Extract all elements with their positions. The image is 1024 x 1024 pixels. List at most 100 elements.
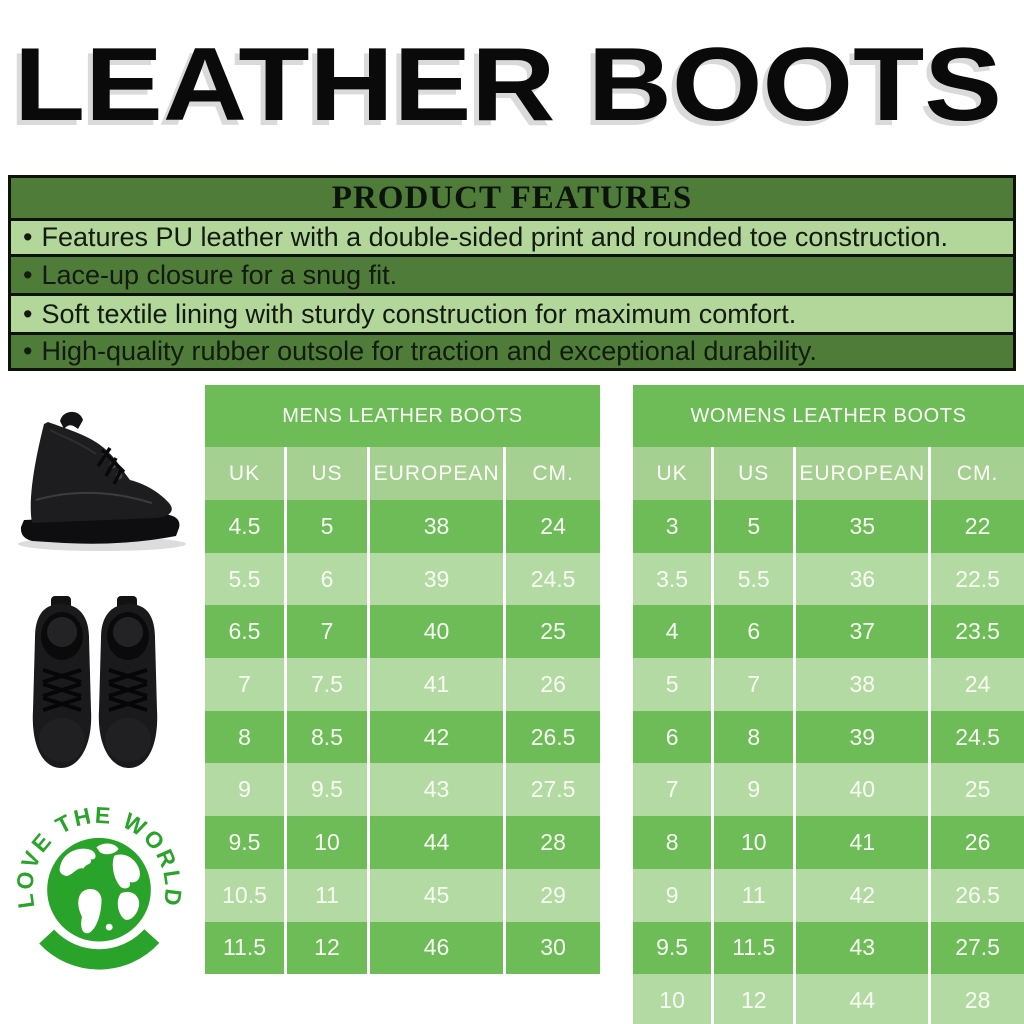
bullet-icon: • (23, 336, 33, 366)
size-cell: 8 (711, 710, 793, 764)
size-table-womens: WOMENS LEATHER BOOTS UK US EUROPEAN CM. … (633, 385, 1024, 1024)
size-cell: 41 (366, 658, 503, 711)
size-row: 7 9 40 25 (633, 763, 1024, 817)
size-cell: 39 (793, 710, 928, 764)
features-section: PRODUCT FEATURES • Features PU leather w… (8, 175, 1016, 371)
size-cell: 9.5 (228, 828, 261, 855)
features-title: PRODUCT FEATURES (11, 178, 1013, 218)
size-cell: 46 (366, 921, 503, 975)
column-header: UK (656, 461, 688, 485)
column-header: US (284, 447, 367, 500)
size-cell: 39 (366, 552, 503, 606)
globe-icon (47, 837, 151, 942)
size-cell: 24 (503, 500, 600, 553)
size-cell: 5.5 (228, 565, 261, 592)
size-cell: 24.5 (928, 710, 1024, 764)
logo-ring (17, 806, 181, 970)
size-cell: 6 (711, 605, 793, 659)
size-cell: 28 (503, 816, 600, 869)
size-cell: 9 (238, 776, 251, 803)
size-row: 3 5 35 22 (633, 500, 1024, 553)
size-cell: 7.5 (284, 658, 367, 711)
size-cell: 24.5 (503, 552, 600, 606)
size-cell: 26.5 (503, 710, 600, 764)
size-row: 6 8 39 24.5 (633, 710, 1024, 764)
page-title-text: LEATHER BOOTS (14, 36, 1002, 136)
feature-text: Soft textile lining with sturdy construc… (41, 298, 797, 329)
size-cell: 9 (711, 763, 793, 817)
column-header: CM. (928, 447, 1024, 500)
size-cell: 43 (793, 921, 928, 975)
column-header: EUROPEAN (366, 447, 503, 500)
size-cell: 10 (284, 816, 367, 869)
size-cell: 42 (793, 868, 928, 922)
size-cell: 8.5 (284, 710, 367, 764)
size-cell: 35 (793, 500, 928, 553)
feature-text: Features PU leather with a double-sided … (41, 222, 948, 252)
size-cell: 7 (711, 658, 793, 711)
size-cell: 28 (928, 974, 1024, 1024)
size-cell: 6 (284, 552, 367, 606)
size-cell: 9.5 (284, 763, 367, 817)
size-row: 8 10 41 26 (633, 816, 1024, 869)
size-cell: 45 (366, 868, 503, 922)
feature-item: • Lace-up closure for a snug fit. (11, 254, 1013, 293)
size-cell: 10 (659, 987, 685, 1014)
size-cell: 10.5 (222, 881, 267, 908)
size-row: 3.5 5.5 36 22.5 (633, 552, 1024, 606)
table-title: MENS LEATHER BOOTS (205, 385, 600, 447)
feature-item: • Soft textile lining with sturdy constr… (11, 293, 1013, 332)
size-row: 10 12 44 28 (633, 974, 1024, 1024)
column-header: CM. (503, 447, 600, 500)
bullet-icon: • (23, 259, 33, 290)
size-cell: 30 (503, 921, 600, 975)
size-cell: 11.5 (222, 934, 267, 961)
size-row: 11.5 12 46 30 (205, 921, 600, 975)
size-cell: 11 (284, 868, 367, 922)
size-cell: 7 (284, 605, 367, 659)
size-cell: 27.5 (928, 921, 1024, 975)
table-rows: 4.5 5 38 24 5.5 6 39 24.5 6.5 7 40 25 7 7.5 41 26 8 8.5 42… (205, 500, 600, 975)
feature-item: • High-quality rubber outsole for tracti… (11, 332, 1013, 368)
table-column-headers: UK US EUROPEAN CM. (205, 447, 600, 500)
table-rows: 3 5 35 22 3.5 5.5 36 22.5 4 6 37 23.5 5 7 38 24 6 8 39 24.5… (633, 500, 1024, 1024)
size-cell: 6.5 (228, 618, 261, 645)
size-cell: 27.5 (503, 763, 600, 817)
size-cell: 26 (503, 658, 600, 711)
size-cell: 9 (665, 881, 679, 908)
size-cell: 8 (238, 723, 251, 750)
size-cell: 7 (665, 776, 679, 803)
size-row: 9 11 42 26.5 (633, 868, 1024, 922)
size-cell: 44 (366, 816, 503, 869)
size-cell: 25 (503, 605, 600, 659)
size-cell: 11 (711, 868, 793, 922)
size-cell: 23.5 (928, 605, 1024, 659)
feature-text: Lace-up closure for a snug fit. (41, 259, 398, 290)
size-cell: 43 (366, 763, 503, 817)
size-cell: 22 (928, 500, 1024, 553)
feature-text: High-quality rubber outsole for traction… (41, 336, 817, 366)
size-cell: 37 (793, 605, 928, 659)
boot-side-image (18, 411, 186, 551)
size-row: 5 7 38 24 (633, 658, 1024, 711)
size-row: 6.5 7 40 25 (205, 605, 600, 659)
size-cell: 42 (366, 710, 503, 764)
size-table-mens: MENS LEATHER BOOTS UK US EUROPEAN CM. 4.… (205, 385, 600, 975)
size-row: 4 6 37 23.5 (633, 605, 1024, 659)
size-cell: 10 (711, 816, 793, 869)
column-header: UK (228, 461, 261, 485)
size-cell: 38 (793, 658, 928, 711)
size-cell: 40 (366, 605, 503, 659)
size-cell: 41 (793, 816, 928, 869)
size-row: 9 9.5 43 27.5 (205, 763, 600, 817)
size-row: 9.5 10 44 28 (205, 816, 600, 869)
size-cell: 4 (665, 618, 679, 645)
size-cell: 29 (503, 868, 600, 922)
feature-item: • Features PU leather with a double-side… (11, 218, 1013, 254)
size-cell: 38 (366, 500, 503, 553)
size-cell: 3.5 (656, 565, 689, 592)
size-cell: 36 (793, 552, 928, 606)
size-cell: 7 (238, 670, 251, 697)
boots-top-image (32, 596, 158, 768)
